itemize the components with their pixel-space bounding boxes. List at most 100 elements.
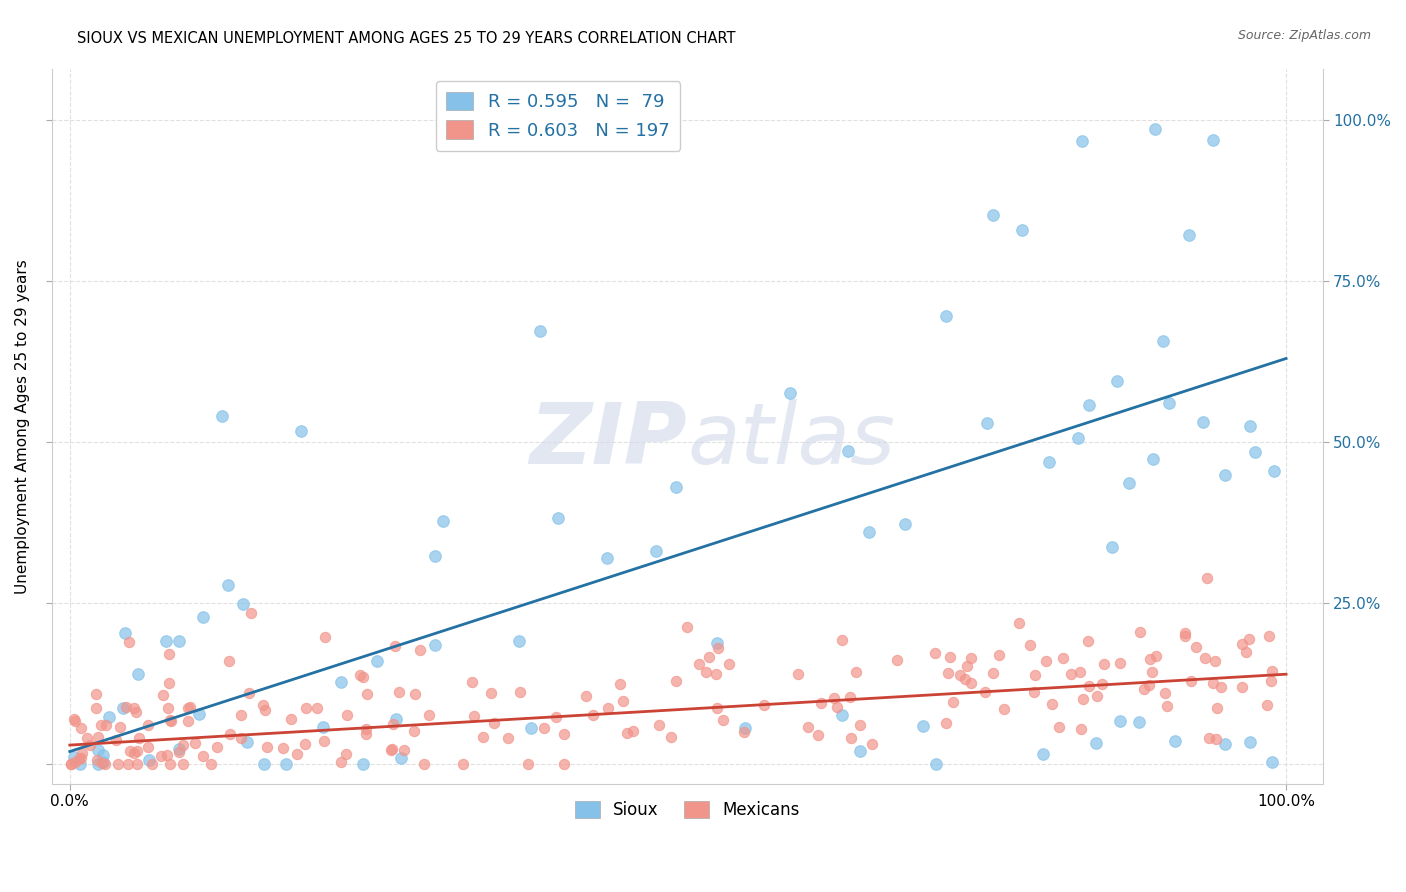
Point [707,640,730,655]
Point [62,750,84,764]
Point [461,675,484,690]
Point [1213,737,1236,751]
Point [508,634,530,648]
Point [157,701,180,715]
Point [831,707,853,722]
Point [837,443,859,458]
Point [125,705,148,719]
Point [1257,629,1279,643]
Point [127,744,149,758]
Point [276,757,298,772]
Point [849,744,872,758]
Point [1239,418,1261,433]
Point [1101,540,1123,554]
Point [97,710,120,724]
Point [67,752,90,766]
Point [127,667,149,681]
Point [831,633,853,648]
Point [1011,223,1033,237]
Point [352,757,374,772]
Point [366,654,388,668]
Point [706,636,728,650]
Point [1156,698,1178,713]
Point [70,751,93,765]
Point [59,757,82,772]
Point [1118,476,1140,491]
Point [509,685,531,699]
Point [62,712,84,726]
Point [609,677,631,691]
Point [894,516,917,531]
Point [659,730,682,744]
Point [271,741,294,756]
Point [205,740,228,755]
Point [648,718,671,732]
Point [193,749,215,764]
Text: Source: ZipAtlas.com: Source: ZipAtlas.com [1237,29,1371,43]
Point [114,626,136,640]
Point [128,731,150,745]
Point [825,700,848,714]
Point [1152,334,1174,349]
Point [1213,467,1236,482]
Point [839,690,862,705]
Point [1174,626,1197,640]
Point [188,707,211,722]
Point [1137,678,1160,692]
Point [645,544,668,558]
Point [1195,571,1218,585]
Point [959,651,981,665]
Point [1078,679,1101,693]
Point [229,731,252,745]
Point [256,739,278,754]
Point [294,701,316,715]
Point [1230,680,1253,694]
Point [404,687,426,701]
Point [752,698,775,713]
Point [217,578,239,592]
Point [385,712,408,726]
Point [1107,374,1129,388]
Point [159,713,181,727]
Point [172,757,194,772]
Point [1205,732,1227,747]
Point [117,756,139,771]
Point [104,732,127,747]
Point [70,721,93,735]
Point [1178,228,1201,243]
Point [280,712,302,726]
Point [858,524,880,539]
Point [314,733,336,747]
Point [1260,664,1282,678]
Point [387,685,409,699]
Point [1024,668,1046,682]
Point [496,731,519,745]
Point [695,665,717,679]
Point [413,757,436,772]
Point [779,386,801,401]
Point [254,702,277,716]
Point [1202,133,1225,147]
Legend: Sioux, Mexicans: Sioux, Mexicans [568,794,806,825]
Point [596,701,619,715]
Point [354,727,377,741]
Point [200,757,222,772]
Point [1108,714,1130,728]
Point [1211,680,1233,694]
Point [1140,665,1163,680]
Point [553,756,575,771]
Point [1069,665,1091,679]
Point [718,657,741,671]
Point [1077,398,1099,412]
Point [479,686,502,700]
Point [665,480,688,494]
Point [544,709,567,723]
Point [409,643,432,657]
Point [1040,697,1063,711]
Point [381,717,404,731]
Point [948,667,970,681]
Point [111,700,134,714]
Point [239,607,262,621]
Point [810,697,832,711]
Point [616,726,638,740]
